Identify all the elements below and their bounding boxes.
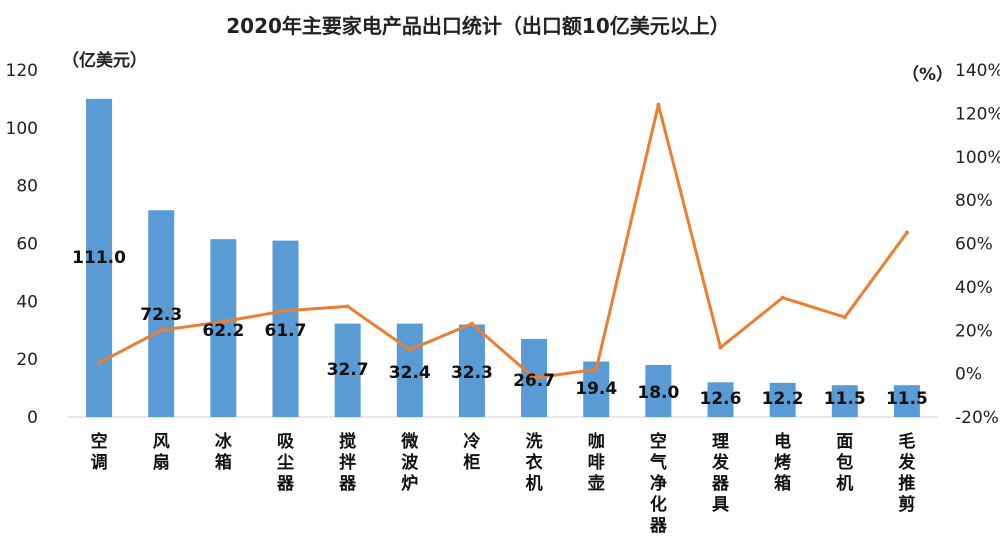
y2-tick-label: -20%: [955, 408, 999, 428]
y2-tick-label: 140%: [955, 61, 1000, 81]
category-label: 空调: [91, 431, 108, 473]
category-label: 微波炉: [400, 431, 419, 494]
line-point: [469, 321, 474, 326]
data-labels: 111.0 72.3 62.2 61.7 32.7 32.4 32.3 26.7 19.4 18.…: [72, 248, 928, 409]
y-tick-label: 40: [16, 292, 38, 312]
bar: [769, 382, 796, 417]
y2-tick-label: 40%: [955, 278, 993, 298]
bar: [210, 239, 237, 417]
category-label: 面包机: [836, 432, 853, 494]
category-label: 风扇: [153, 432, 170, 473]
data-label: 18.0: [637, 383, 679, 403]
line-point: [97, 360, 102, 365]
bar: [272, 240, 299, 417]
line-point: [780, 295, 785, 300]
y2-tick-label: 20%: [955, 321, 993, 341]
y2-tick-label: 120%: [955, 104, 1000, 124]
chart-title: 2020年主要家电产品出口统计（出口额10亿美元以上）: [226, 14, 730, 38]
y2-tick-label: 60%: [955, 235, 993, 255]
y-tick-label: 20: [16, 350, 38, 370]
line-point: [904, 230, 909, 235]
data-label: 61.7: [265, 321, 307, 341]
category-label: 冰箱: [215, 431, 233, 473]
line-point: [594, 367, 599, 372]
line-point: [656, 102, 661, 107]
y-tick-label: 60: [16, 235, 38, 255]
category-label: 冷柜: [463, 431, 480, 473]
line-point: [407, 347, 412, 352]
bar: [396, 323, 423, 417]
bar: [334, 323, 361, 417]
line-series: [97, 102, 909, 380]
data-label: 19.4: [575, 379, 617, 399]
y-tick-label: 100: [6, 119, 38, 139]
line-point: [718, 345, 723, 350]
growth-line: [98, 103, 909, 380]
bar-series: [86, 98, 920, 418]
data-label: 12.2: [762, 389, 804, 409]
bar: [645, 364, 672, 417]
category-label: 咖啡壶: [588, 431, 605, 494]
category-label: 毛发推剪: [897, 431, 916, 515]
data-label: 12.6: [700, 389, 742, 409]
y-tick-label: 0: [27, 408, 38, 428]
line-point: [283, 308, 288, 313]
data-label: 26.7: [513, 371, 555, 391]
bar: [458, 324, 485, 417]
line-point: [221, 319, 226, 324]
line-point: [842, 315, 847, 320]
left-axis-unit: （亿美元）: [62, 50, 147, 71]
category-label: 空气净化器: [649, 431, 668, 536]
data-label: 62.2: [202, 321, 244, 341]
data-label: 32.3: [451, 363, 493, 383]
bar: [893, 385, 920, 417]
data-label: 11.5: [886, 389, 928, 409]
bar: [831, 385, 858, 417]
category-label: 洗衣机: [526, 431, 543, 494]
data-label: 72.3: [140, 305, 182, 325]
left-axis: 0 20 40 60 80 100 120: [6, 61, 38, 428]
category-label: 搅拌器: [338, 431, 357, 494]
y-tick-label: 80: [16, 177, 38, 197]
bar: [148, 210, 175, 417]
line-point: [532, 375, 537, 380]
y-tick-label: 120: [6, 61, 38, 81]
line-point: [345, 304, 350, 309]
category-label: 理发器具: [711, 432, 730, 515]
category-labels: 空调 风扇 冰箱 吸尘器 搅拌器 微波炉 冷柜 洗衣机 咖啡壶 空气净化器 理发器具 电烤箱 面包机 毛发…: [91, 431, 917, 536]
category-label: 电烤箱: [774, 431, 791, 494]
bar: [707, 382, 734, 417]
data-label: 111.0: [72, 248, 126, 268]
right-axis-unit: （%）: [902, 64, 953, 85]
y2-tick-label: 100%: [955, 148, 1000, 168]
data-label: 32.4: [389, 363, 431, 383]
data-label: 32.7: [327, 360, 369, 380]
line-point: [159, 328, 164, 333]
y2-tick-label: 80%: [955, 191, 993, 211]
data-label: 11.5: [824, 389, 866, 409]
right-axis: -20% 0% 20% 40% 60% 80% 100% 120% 140%: [955, 61, 1000, 428]
category-label: 吸尘器: [276, 432, 295, 494]
y2-tick-label: 0%: [955, 365, 982, 385]
